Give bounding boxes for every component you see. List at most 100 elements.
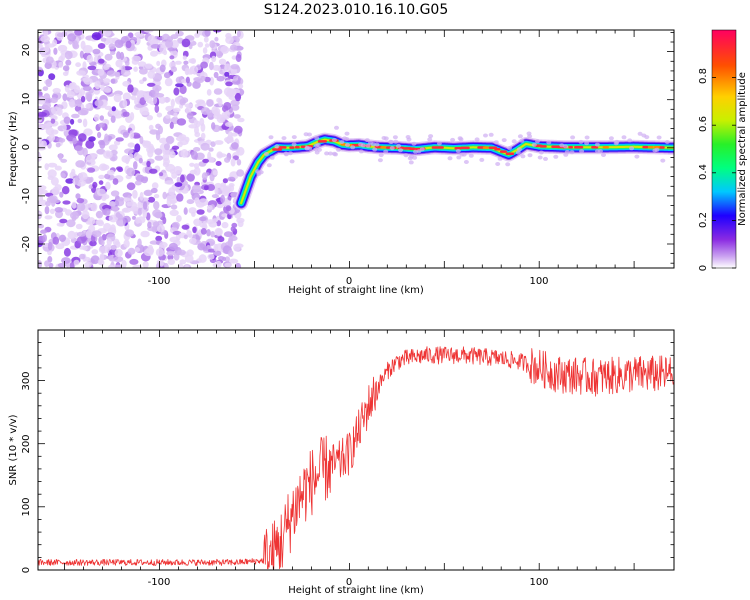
track-speckle: [597, 149, 603, 154]
snr-ytick-label: 300: [21, 371, 32, 390]
noise-speckle: [202, 47, 208, 54]
track-speckle: [563, 144, 568, 149]
noise-speckle: [165, 135, 175, 144]
noise-speckle: [142, 261, 149, 268]
track-speckle: [419, 147, 425, 152]
noise-speckle: [49, 208, 55, 214]
noise-speckle: [77, 118, 83, 124]
noise-speckle: [143, 190, 152, 196]
noise-speckle: [54, 207, 64, 213]
track-speckle: [629, 146, 635, 151]
snr-ytick-label: 100: [21, 497, 32, 516]
noise-speckle: [59, 138, 66, 143]
noise-speckle: [182, 55, 187, 60]
track-speckle: [497, 156, 503, 161]
noise-speckle: [139, 79, 145, 85]
track-speckle: [527, 153, 533, 158]
noise-speckle: [194, 131, 201, 138]
track-speckle: [578, 139, 584, 144]
track-speckle: [374, 142, 380, 147]
noise-speckle: [230, 158, 236, 167]
track-speckle: [457, 136, 463, 141]
noise-speckle: [110, 51, 116, 55]
noise-speckle: [169, 151, 176, 159]
noise-speckle: [227, 238, 233, 247]
noise-speckle: [200, 132, 206, 140]
noise-speckle: [66, 219, 76, 228]
track-speckle: [274, 144, 280, 149]
noise-speckle: [62, 93, 68, 102]
track-speckle: [519, 138, 525, 143]
track-speckle: [372, 147, 378, 152]
track-speckle: [459, 152, 465, 157]
noise-speckle: [170, 34, 179, 40]
noise-speckle: [126, 182, 136, 191]
noise-speckle: [202, 220, 207, 229]
noise-speckle: [211, 55, 217, 63]
noise-speckle: [103, 78, 111, 84]
noise-speckle: [44, 215, 53, 220]
track-speckle: [427, 137, 433, 142]
track-speckle: [408, 160, 414, 165]
track-speckle: [350, 145, 356, 150]
noise-speckle: [132, 264, 143, 268]
noise-speckle: [167, 110, 176, 116]
track-speckle: [450, 137, 456, 142]
track-speckle: [654, 147, 660, 152]
noise-speckle: [110, 190, 120, 197]
noise-speckle: [155, 248, 165, 257]
noise-speckle: [100, 239, 105, 246]
noise-speckle: [204, 43, 210, 48]
noise-speckle: [76, 231, 86, 237]
noise-speckle: [236, 169, 245, 177]
noise-speckle: [152, 96, 158, 105]
noise-speckle: [50, 177, 59, 186]
noise-speckle: [195, 99, 205, 104]
track-speckle: [263, 152, 269, 156]
noise-speckle: [231, 132, 238, 137]
track-speckle: [594, 142, 600, 147]
noise-speckle: [100, 37, 107, 42]
noise-speckle: [48, 133, 56, 142]
noise-speckle: [92, 181, 98, 189]
noise-speckle: [68, 99, 75, 108]
noise-speckle: [183, 60, 189, 65]
noise-speckle: [151, 39, 161, 45]
noise-speckle: [91, 32, 102, 41]
track-speckle: [660, 158, 666, 163]
noise-speckle: [190, 58, 197, 64]
noise-speckle: [122, 215, 131, 223]
track-speckle: [569, 150, 575, 155]
noise-speckle: [206, 89, 212, 96]
noise-speckle: [127, 247, 136, 255]
noise-speckle: [128, 153, 134, 159]
noise-speckle: [140, 230, 150, 238]
noise-speckle: [200, 142, 210, 151]
noise-speckle: [193, 147, 201, 152]
noise-speckle: [191, 184, 202, 193]
noise-speckle: [179, 139, 189, 146]
noise-speckle: [112, 178, 119, 185]
track-speckle: [291, 142, 297, 147]
noise-speckle: [71, 168, 76, 176]
noise-speckle: [122, 80, 131, 87]
noise-speckle: [150, 44, 161, 49]
track-speckle: [515, 150, 521, 155]
noise-speckle: [192, 80, 201, 89]
noise-speckle: [82, 147, 88, 157]
noise-speckle: [173, 107, 181, 113]
track-speckle: [546, 140, 552, 145]
track-speckle: [428, 134, 434, 139]
noise-speckle: [61, 186, 70, 195]
noise-speckle: [236, 146, 245, 156]
noise-speckle: [76, 236, 87, 244]
noise-speckle: [103, 208, 111, 216]
noise-speckle: [164, 77, 173, 87]
snr-plot-area: [38, 330, 674, 570]
track-speckle: [331, 138, 337, 143]
noise-speckle: [217, 236, 225, 243]
spectrogram-xtick-label: 0: [346, 276, 352, 287]
noise-speckle: [231, 80, 241, 85]
noise-speckle: [64, 50, 73, 60]
noise-speckle: [230, 88, 241, 95]
